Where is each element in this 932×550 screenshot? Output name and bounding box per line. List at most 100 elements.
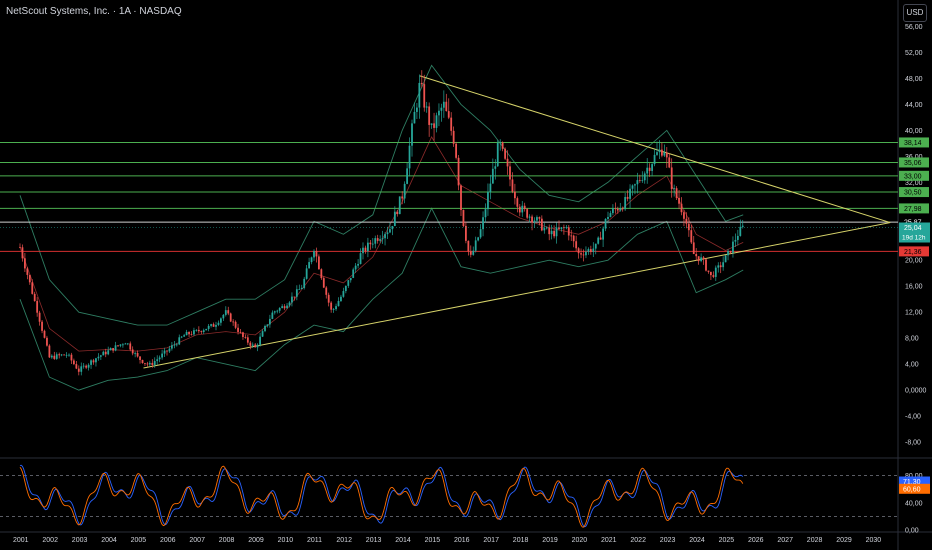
level-price-tag	[899, 217, 929, 228]
band-middle-line	[19, 136, 744, 352]
candle-body	[511, 179, 514, 192]
candle-body	[626, 196, 629, 199]
candle-body	[330, 302, 333, 310]
candle-body	[638, 180, 641, 181]
candle-body	[614, 208, 617, 210]
price-tick-label: 4,00	[905, 362, 919, 369]
candle-body	[514, 191, 516, 199]
time-tick-label: 2011	[307, 537, 322, 544]
candle-body	[117, 345, 119, 347]
candle-body	[259, 336, 261, 345]
candle-body	[60, 354, 63, 356]
candle-body	[242, 332, 244, 337]
candle-body	[246, 337, 249, 343]
candle-body	[653, 154, 656, 165]
candle-body	[460, 185, 462, 211]
candle-body	[70, 354, 73, 361]
candle-body	[665, 152, 668, 158]
candle-body	[734, 239, 737, 242]
candle-body	[683, 212, 685, 219]
candle-body	[273, 311, 276, 313]
candle-body	[727, 250, 729, 256]
time-tick-label: 2003	[72, 537, 88, 544]
candle-body	[251, 344, 254, 346]
candle-body	[602, 228, 604, 240]
candle-body	[643, 173, 646, 181]
level-price-label: 21,36	[904, 249, 922, 256]
candle-body	[114, 345, 117, 351]
candle-body	[528, 216, 531, 218]
candle-body	[276, 310, 279, 312]
candle-body	[447, 111, 450, 118]
price-tick-label: 20,00	[905, 258, 923, 265]
price-tick-label: 32,00	[905, 180, 923, 187]
candle-body	[629, 188, 631, 199]
candle-body	[151, 362, 154, 365]
candle-body	[538, 217, 541, 219]
candle-body	[369, 242, 372, 245]
candle-body	[589, 249, 592, 252]
candle-body	[291, 296, 293, 303]
candle-body	[102, 351, 105, 356]
candle-body	[200, 331, 203, 332]
price-tick-label: 12,00	[905, 310, 923, 317]
candle-body	[675, 188, 678, 198]
candle-body	[663, 152, 666, 156]
candle-body	[322, 278, 325, 288]
candle-body	[438, 110, 440, 116]
candle-body	[457, 157, 460, 186]
candle-body	[156, 359, 159, 362]
trendline-2[interactable]	[419, 75, 891, 224]
candle-body	[166, 350, 168, 352]
candle-body	[271, 312, 274, 319]
candle-body	[227, 310, 230, 314]
candle-body	[668, 157, 671, 168]
candle-body	[599, 237, 602, 240]
level-price-label: 33,00	[904, 173, 922, 180]
candle-body	[489, 183, 492, 192]
currency-button[interactable]: USD	[903, 4, 927, 22]
candle-body	[144, 363, 146, 364]
candle-body	[425, 106, 428, 108]
candle-body	[435, 115, 438, 128]
candle-body	[129, 343, 132, 350]
candle-body	[533, 220, 536, 223]
trendline-1[interactable]	[143, 222, 891, 369]
candle-body	[482, 217, 484, 230]
candle-body	[21, 247, 24, 259]
time-tick-label: 2017	[483, 537, 499, 544]
candle-body	[269, 318, 271, 325]
candle-body	[283, 306, 286, 309]
level-price-tag	[899, 157, 929, 168]
candle-body	[205, 328, 208, 331]
last-price-tag	[899, 222, 930, 243]
candle-body	[582, 254, 585, 256]
candle-body	[697, 256, 700, 262]
price-tick-label: 56,00	[905, 24, 923, 31]
candle-body	[499, 142, 502, 144]
candle-body	[580, 253, 582, 255]
time-tick-label: 2024	[689, 537, 705, 544]
candle-body	[469, 251, 472, 255]
candle-body	[509, 166, 511, 180]
candle-body	[712, 275, 715, 277]
candle-body	[433, 123, 435, 128]
candle-body	[234, 321, 237, 328]
candle-body	[63, 354, 65, 356]
candle-body	[266, 324, 269, 327]
candle-body	[224, 310, 227, 315]
candle-body	[411, 123, 413, 146]
candle-body	[190, 334, 193, 336]
candle-body	[95, 358, 97, 363]
candle-body	[53, 355, 56, 359]
candle-body	[188, 331, 190, 335]
candle-body	[332, 309, 335, 310]
candle-body	[607, 216, 609, 219]
candle-body	[536, 217, 538, 221]
candle-body	[567, 227, 570, 236]
candle-body	[180, 336, 183, 338]
oscillator-tick-label: 0,00	[905, 528, 919, 535]
candle-body	[661, 149, 663, 156]
candle-body	[403, 183, 406, 199]
